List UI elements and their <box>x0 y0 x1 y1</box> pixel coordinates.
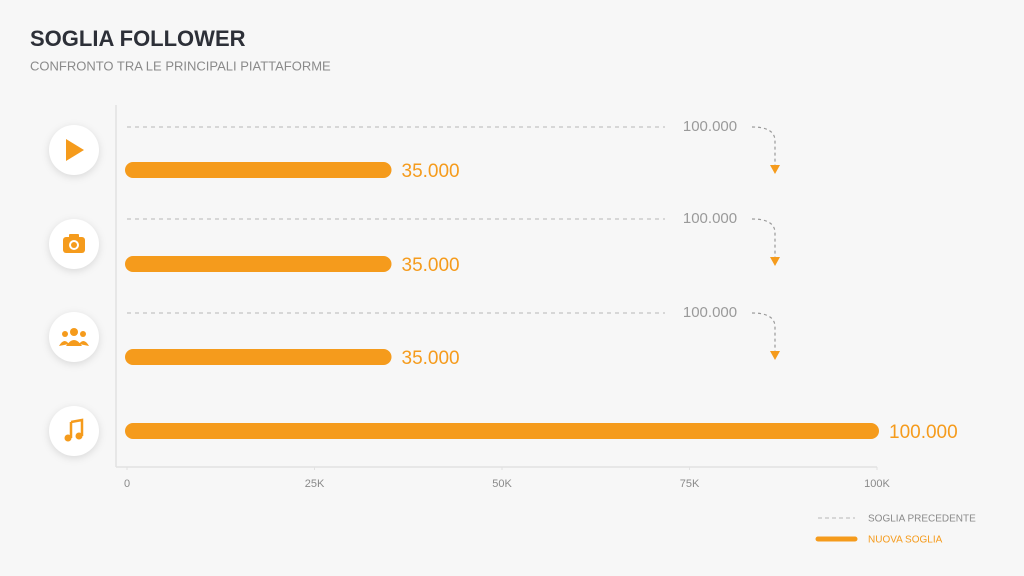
x-tick-label: 75K <box>680 478 700 490</box>
arrow-head <box>770 257 780 266</box>
value-label: 35.000 <box>402 161 460 182</box>
chart-subtitle: CONFRONTO TRA LE PRINCIPALI PIATTAFORME <box>30 58 331 73</box>
previous-threshold-label: 100.000 <box>683 210 737 227</box>
arrow-head <box>770 165 780 174</box>
change-arrow <box>751 312 776 351</box>
x-tick-label: 50K <box>492 478 512 490</box>
value-label: 35.000 <box>402 348 460 369</box>
arrow-head <box>770 351 780 360</box>
value-label: 100.000 <box>889 422 958 443</box>
icon-group <box>49 312 99 362</box>
icon-camera <box>49 219 99 269</box>
x-tick-label: 100K <box>864 478 890 490</box>
change-arrow <box>751 218 776 257</box>
change-arrow <box>751 126 776 165</box>
legend-label: SOGLIA PRECEDENTE <box>868 514 976 525</box>
icon-play <box>49 125 99 175</box>
previous-threshold-label: 100.000 <box>683 304 737 321</box>
icon-music <box>49 406 99 456</box>
previous-threshold-label: 100.000 <box>683 118 737 135</box>
value-label: 35.000 <box>402 255 460 276</box>
x-tick-label: 0 <box>124 478 130 490</box>
chart-title: SOGLIA FOLLOWER <box>30 26 246 51</box>
legend-label: NUOVA SOGLIA <box>868 535 943 546</box>
x-tick-label: 25K <box>305 478 325 490</box>
